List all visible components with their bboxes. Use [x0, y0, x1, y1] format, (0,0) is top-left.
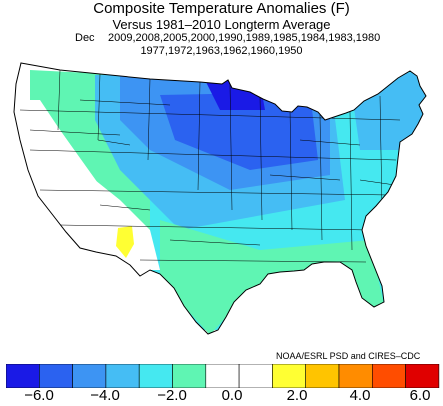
us-outline	[13, 62, 427, 335]
composite-years-line-2: 1977,1972,1963,1962,1960,1950	[140, 45, 303, 57]
color-scale-swatch	[205, 364, 240, 388]
color-scale-swatch	[6, 364, 40, 388]
color-scale-swatch	[272, 364, 306, 388]
color-scale	[6, 364, 440, 388]
color-scale-swatch	[72, 364, 107, 388]
color-scale-tick-label: −4.0	[90, 387, 120, 404]
color-scale-swatch	[305, 364, 340, 388]
color-scale-tick-label: 0.0	[221, 387, 243, 404]
color-scale-swatch	[338, 364, 373, 388]
color-scale-swatch	[405, 364, 440, 388]
color-scale-swatch	[138, 364, 173, 388]
color-scale-tick-label: 6.0	[409, 387, 431, 404]
color-scale-swatch	[172, 364, 207, 388]
color-scale-swatch	[371, 364, 406, 388]
color-scale-tick-label: 4.0	[349, 387, 371, 404]
state-and-division-borders	[19, 69, 401, 263]
color-scale-tick-label: −2.0	[157, 387, 187, 404]
composite-years-first: 2009,2008,2005,2000,1990,1989,1985,1984,…	[108, 32, 381, 44]
composite-month: Dec	[75, 32, 95, 44]
color-scale-tick-label: 2.0	[286, 387, 308, 404]
map-subtitle: Versus 1981–2010 Longterm Average	[112, 17, 331, 32]
map-title: Composite Temperature Anomalies (F)	[93, 0, 350, 17]
color-scale-swatch	[38, 364, 73, 388]
color-scale-swatch	[238, 364, 273, 388]
color-scale-swatch	[105, 364, 140, 388]
color-scale-tick-label: −6.0	[24, 387, 54, 404]
data-credit: NOAA/ESRL PSD and CIRES–CDC	[276, 351, 421, 361]
us-temperature-anomaly-map	[13, 62, 427, 335]
anomaly-fill	[14, 63, 426, 334]
